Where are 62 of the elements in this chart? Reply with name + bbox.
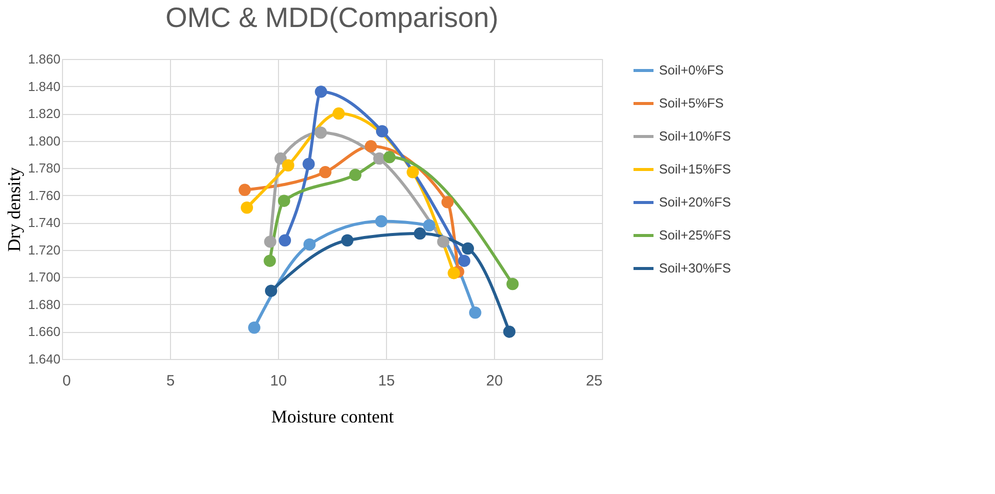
legend-label: Soil+25%FS bbox=[659, 228, 732, 242]
y-tick-label: 1.840 bbox=[28, 78, 60, 94]
point bbox=[264, 236, 276, 248]
y-tick-label: 1.740 bbox=[28, 215, 60, 230]
y-tick-label: 1.820 bbox=[28, 106, 60, 122]
point bbox=[423, 219, 436, 232]
y-tick-label: 1.860 bbox=[28, 52, 60, 66]
point bbox=[458, 254, 470, 267]
point bbox=[314, 126, 327, 139]
point bbox=[240, 202, 254, 214]
point bbox=[375, 215, 388, 228]
y-tick-label: 1.680 bbox=[28, 296, 60, 312]
point bbox=[506, 278, 519, 290]
point bbox=[441, 196, 454, 208]
y-tick-label: 1.800 bbox=[28, 133, 60, 148]
point bbox=[437, 236, 450, 248]
y-tick-label: 1.780 bbox=[28, 160, 60, 176]
point bbox=[364, 140, 378, 152]
x-tick-label: 15 bbox=[378, 372, 395, 390]
point bbox=[341, 234, 354, 246]
point bbox=[406, 166, 419, 178]
point bbox=[282, 159, 294, 172]
point bbox=[314, 86, 328, 98]
x-axis-title: Moisture content bbox=[271, 406, 394, 426]
point bbox=[278, 194, 290, 207]
point bbox=[238, 184, 251, 196]
x-tick-label: 25 bbox=[586, 372, 602, 390]
point bbox=[278, 234, 292, 246]
point bbox=[383, 151, 396, 164]
point bbox=[274, 152, 287, 165]
x-tick-label: 0 bbox=[62, 372, 71, 390]
legend-label: Soil+10%FS bbox=[659, 128, 732, 144]
point bbox=[319, 166, 332, 178]
y-tick-label: 1.760 bbox=[28, 188, 60, 203]
y-tick-label: 1.720 bbox=[28, 242, 60, 258]
legend-label: Soil+15%FS bbox=[659, 162, 732, 176]
y-tick-label: 1.700 bbox=[28, 270, 60, 285]
point bbox=[373, 152, 386, 165]
y-axis-title: Dry density bbox=[4, 167, 24, 252]
x-tick-label: 20 bbox=[486, 372, 503, 390]
x-tick-label: 5 bbox=[166, 372, 175, 390]
x-tick-label: 10 bbox=[270, 372, 287, 390]
point bbox=[414, 227, 426, 240]
point bbox=[303, 238, 316, 251]
y-tick-label: 1.660 bbox=[28, 324, 60, 340]
legend-label: Soil+30%FS bbox=[659, 260, 732, 276]
point bbox=[349, 168, 362, 182]
legend-label: Soil+0%FS bbox=[659, 62, 724, 78]
point bbox=[332, 107, 345, 120]
chart-title: OMC & MDD(Comparison) bbox=[166, 2, 498, 33]
point bbox=[448, 266, 460, 280]
point bbox=[302, 158, 315, 170]
point bbox=[503, 326, 516, 338]
point bbox=[376, 125, 388, 138]
y-tick-label: 1.640 bbox=[28, 352, 60, 366]
legend-label: Soil+5%FS bbox=[659, 96, 724, 110]
point bbox=[248, 322, 260, 334]
point bbox=[462, 242, 474, 255]
point bbox=[469, 306, 482, 319]
legend-label: Soil+20%FS bbox=[659, 194, 732, 210]
point bbox=[264, 254, 276, 267]
point bbox=[264, 284, 278, 297]
